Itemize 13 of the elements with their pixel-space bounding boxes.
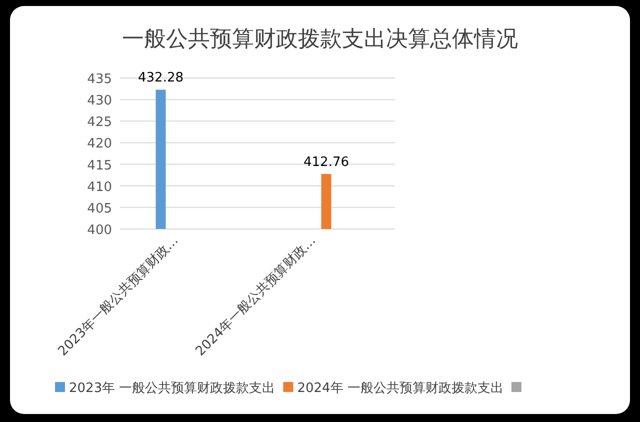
y-tick-label: 410 xyxy=(87,180,112,195)
y-tick-label: 430 xyxy=(87,94,112,109)
y-tick-label: 420 xyxy=(87,136,112,152)
y-tick-label: 400 xyxy=(87,223,112,238)
y-tick-label: 405 xyxy=(87,201,112,216)
chart-title: 一般公共预算财政拨款支出决算总体情况 xyxy=(122,27,518,52)
y-tick-label: 425 xyxy=(87,115,112,130)
y-tick-label: 415 xyxy=(87,158,112,174)
data-label: 412.76 xyxy=(304,154,349,170)
legend-label: 2024年 一般公共预算财政拨款支出 xyxy=(297,381,504,396)
data-label: 432.28 xyxy=(138,70,184,86)
legend-label: 2023年 一般公共预算财政拨款支出 xyxy=(69,381,276,396)
y-tick-label: 435 xyxy=(87,72,112,87)
